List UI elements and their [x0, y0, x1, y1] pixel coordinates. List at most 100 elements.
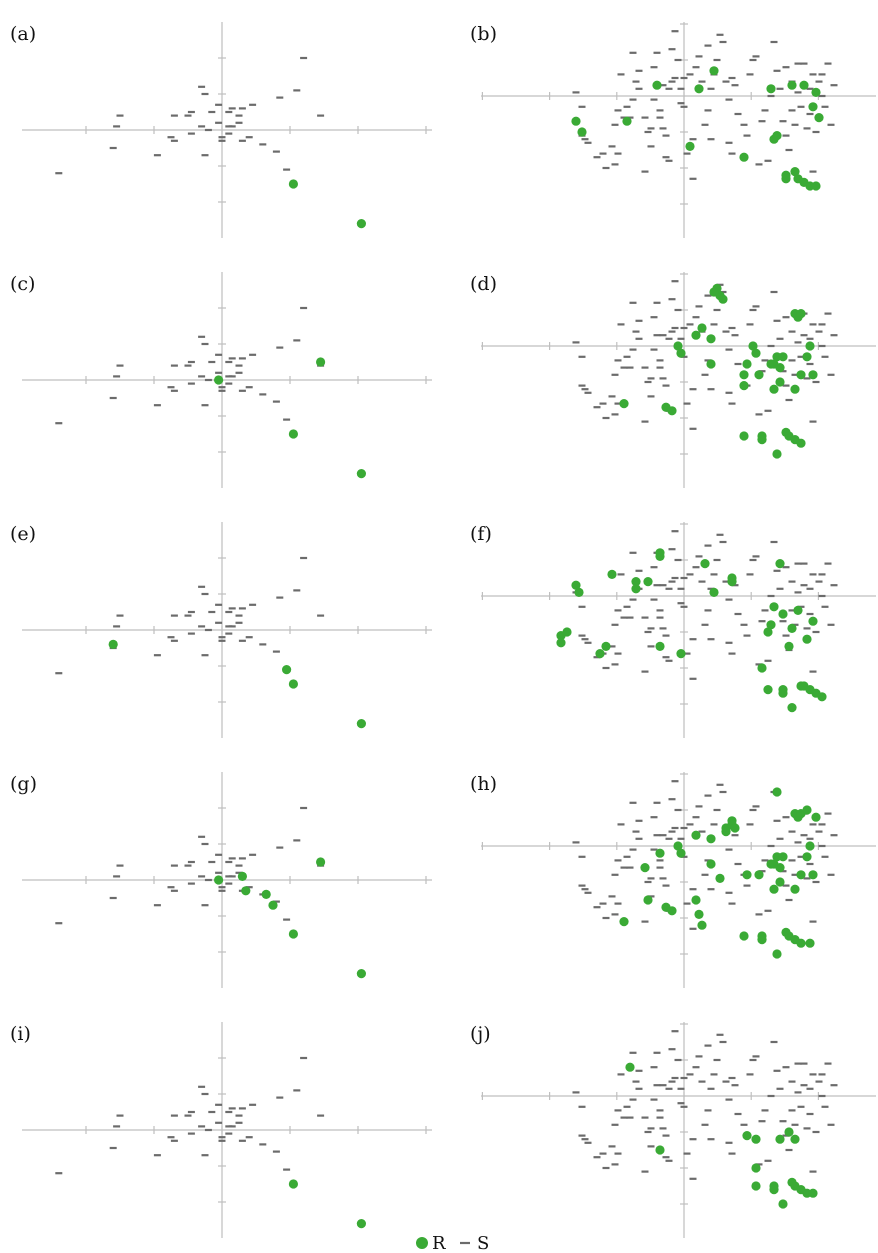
- r-point: [622, 116, 632, 126]
- panel-i: (i): [10, 1022, 432, 1238]
- panel-label: (a): [10, 23, 36, 45]
- r-point: [775, 1134, 785, 1144]
- panel-a: (a): [10, 22, 432, 238]
- r-point: [655, 1145, 665, 1155]
- r-point: [769, 602, 779, 612]
- r-point: [808, 616, 818, 626]
- panel-c: (c): [10, 272, 432, 488]
- panel-f: (f): [470, 522, 876, 738]
- panel-label: (c): [10, 273, 35, 295]
- r-point: [691, 330, 701, 340]
- r-point: [805, 341, 815, 351]
- r-point: [619, 917, 629, 927]
- r-point: [727, 816, 737, 826]
- r-point: [709, 66, 719, 76]
- r-point: [805, 938, 815, 948]
- r-point: [356, 719, 366, 729]
- r-point: [808, 1188, 818, 1198]
- r-point: [742, 359, 752, 369]
- r-point: [784, 641, 794, 652]
- r-point: [595, 649, 605, 659]
- r-point: [214, 375, 224, 385]
- r-point: [748, 341, 758, 351]
- r-point: [811, 812, 821, 822]
- r-point: [356, 469, 366, 479]
- r-point: [802, 634, 812, 644]
- r-point: [718, 294, 728, 304]
- r-point: [751, 348, 761, 358]
- r-point: [802, 805, 812, 815]
- r-point: [571, 580, 581, 590]
- r-point: [787, 623, 797, 634]
- r-point: [577, 127, 587, 137]
- r-point: [796, 309, 806, 319]
- r-point: [778, 688, 788, 698]
- r-point: [673, 341, 683, 351]
- panel-d: (d): [470, 272, 876, 488]
- r-point: [808, 370, 818, 380]
- r-point: [772, 449, 782, 459]
- r-point: [356, 1219, 366, 1229]
- r-point: [655, 848, 665, 858]
- r-point: [742, 870, 752, 880]
- r-point: [769, 884, 779, 894]
- r-point: [787, 703, 797, 713]
- r-point: [706, 359, 716, 369]
- r-point: [775, 363, 785, 373]
- panel-label: (f): [470, 523, 492, 545]
- r-point: [793, 605, 803, 616]
- r-point: [754, 870, 764, 880]
- r-point: [562, 627, 572, 637]
- r-point: [601, 641, 611, 652]
- r-point: [751, 1163, 761, 1173]
- r-point: [643, 577, 653, 587]
- r-point: [772, 131, 782, 141]
- r-point: [751, 1134, 761, 1144]
- r-point: [754, 370, 764, 380]
- r-point: [778, 852, 788, 862]
- r-point: [721, 827, 731, 837]
- r-point: [631, 577, 641, 587]
- r-point: [772, 949, 782, 959]
- panel-j: (j): [470, 1022, 876, 1238]
- r-point: [790, 384, 800, 394]
- r-point: [757, 663, 767, 673]
- r-point: [288, 929, 298, 939]
- r-point: [769, 384, 779, 394]
- r-point: [214, 875, 224, 885]
- r-point: [799, 80, 809, 90]
- r-point: [802, 852, 812, 862]
- r-point: [640, 863, 650, 873]
- r-point: [697, 920, 707, 930]
- panel-label: (g): [10, 773, 37, 795]
- r-point: [706, 859, 716, 869]
- r-point: [796, 370, 806, 380]
- panel-h: (h): [470, 772, 876, 988]
- r-point: [631, 584, 641, 594]
- r-point: [619, 399, 629, 409]
- r-point: [673, 841, 683, 851]
- r-point: [607, 569, 617, 580]
- r-point: [751, 1181, 761, 1191]
- r-point: [655, 548, 665, 558]
- r-point: [676, 649, 686, 659]
- r-point: [739, 381, 749, 391]
- r-point: [237, 871, 247, 882]
- r-point: [796, 438, 806, 448]
- r-point: [571, 116, 581, 126]
- panel-label: (i): [10, 1023, 31, 1045]
- r-point: [288, 429, 298, 439]
- r-point: [241, 886, 251, 896]
- r-point: [781, 174, 791, 184]
- r-point: [288, 1179, 298, 1189]
- r-point: [700, 559, 710, 569]
- r-point: [694, 909, 704, 920]
- r-point: [769, 1185, 779, 1195]
- r-point: [676, 348, 686, 358]
- r-point: [790, 884, 800, 894]
- r-point: [706, 334, 716, 344]
- r-point: [739, 152, 749, 162]
- r-point: [739, 431, 749, 441]
- r-point: [288, 179, 298, 189]
